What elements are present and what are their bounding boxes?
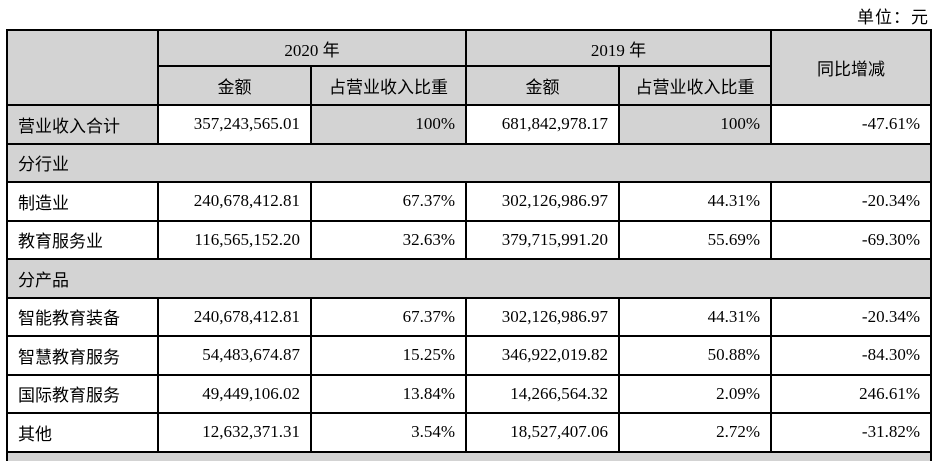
yoy-change: -84.30% [770,335,932,376]
amount-2020: 49,449,106.02 [157,373,312,414]
table-row: 教育服务业 116,565,152.20 32.63% 379,715,991.20 5… [6,219,932,260]
header-year-2020: 2020 年 [157,29,467,67]
pct-2020: 32.63% [310,219,467,260]
header-yoy-change: 同比增减 [770,29,932,106]
amount-2020: 116,565,152.20 [157,219,312,260]
row-label: 国际教育服务 [6,373,159,414]
pct-2019: 50.88% [618,335,772,376]
section-row: 分行业 [6,142,932,183]
header-row-measures: 金额 占营业收入比重 金额 占营业收入比重 [7,65,931,106]
amount-2020: 240,678,412.81 [157,296,312,337]
amount-2019: 302,126,986.97 [465,296,620,337]
header-pct-2019: 占营业收入比重 [618,65,772,106]
section-label [6,450,932,461]
yoy-change: 246.61% [770,373,932,414]
pct-2020: 67.37% [310,181,467,222]
amount-2020: 54,483,674.87 [157,335,312,376]
yoy-change: -69.30% [770,219,932,260]
pct-2020: 67.37% [310,296,467,337]
table-row: 其他 12,632,371.31 3.54% 18,527,407.06 2.72% -3… [6,412,932,453]
section-row: 分产品 [6,258,932,299]
amount-2019: 379,715,991.20 [465,219,620,260]
header-amount-2019: 金额 [465,65,620,106]
amount-2019: 18,527,407.06 [465,412,620,453]
amount-2020: 357,243,565.01 [157,104,312,145]
header-amount-2020: 金额 [157,65,312,106]
table-header: 2020 年 2019 年 同比增减 金额 占营业收入比重 金额 占营业收入比重 [6,29,932,106]
table-body: 营业收入合计 357,243,565.01 100% 681,842,978.17 10… [6,104,932,461]
unit-label: 单位：元 [857,8,929,27]
amount-2020: 240,678,412.81 [157,181,312,222]
pct-2019: 55.69% [618,219,772,260]
row-label: 制造业 [6,181,159,222]
corner-cell [6,29,159,106]
yoy-change: -20.34% [770,181,932,222]
pct-2019: 44.31% [618,296,772,337]
amount-2019: 346,922,019.82 [465,335,620,376]
amount-2020: 12,632,371.31 [157,412,312,453]
yoy-change: -47.61% [770,104,932,145]
pct-2019: 100% [618,104,772,145]
header-row-years: 2020 年 2019 年 同比增减 [6,29,932,106]
header-pct-2020: 占营业收入比重 [310,65,467,106]
row-label: 教育服务业 [6,219,159,260]
row-label: 智能教育装备 [6,296,159,337]
pct-2020: 13.84% [310,373,467,414]
pct-2020: 15.25% [310,335,467,376]
pct-2019: 2.72% [618,412,772,453]
section-row-partial [6,450,932,461]
pct-2020: 100% [310,104,467,145]
table-row: 智能教育装备 240,678,412.81 67.37% 302,126,986.97… [6,296,932,337]
yoy-change: -31.82% [770,412,932,453]
section-label: 分产品 [6,258,932,299]
amount-2019: 14,266,564.32 [465,373,620,414]
pct-2019: 44.31% [618,181,772,222]
table-row: 制造业 240,678,412.81 67.37% 302,126,986.97 44.… [6,181,932,222]
pct-2019: 2.09% [618,373,772,414]
table-row: 智慧教育服务 54,483,674.87 15.25% 346,922,019.82 5… [6,335,932,376]
yoy-change: -20.34% [770,296,932,337]
row-label: 其他 [6,412,159,453]
table-row: 国际教育服务 49,449,106.02 13.84% 14,266,564.32 2.… [6,373,932,414]
row-label: 智慧教育服务 [6,335,159,376]
table-row: 营业收入合计 357,243,565.01 100% 681,842,978.17 10… [6,104,932,145]
header-year-2019: 2019 年 [465,29,772,67]
section-label: 分行业 [6,142,932,183]
amount-2019: 681,842,978.17 [465,104,620,145]
pct-2020: 3.54% [310,412,467,453]
amount-2019: 302,126,986.97 [465,181,620,222]
revenue-breakdown-table: 2020 年 2019 年 同比增减 金额 占营业收入比重 金额 占营业收入比重… [6,29,932,461]
row-label: 营业收入合计 [6,104,159,145]
